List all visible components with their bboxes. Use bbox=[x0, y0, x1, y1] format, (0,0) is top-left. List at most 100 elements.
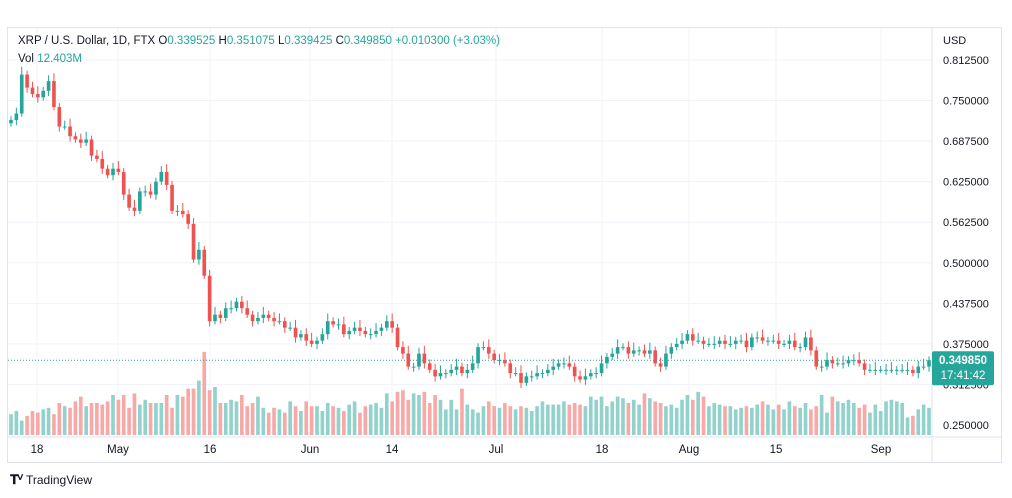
volume-bar bbox=[36, 412, 40, 435]
symbol-title[interactable]: XRP / U.S. Dollar, 1D, FTX bbox=[18, 35, 156, 47]
candle-body bbox=[782, 343, 786, 345]
candle-body bbox=[508, 363, 513, 374]
candle-body bbox=[819, 366, 824, 368]
high-value: 0.351075 bbox=[226, 35, 275, 47]
volume-bar bbox=[905, 417, 910, 435]
volume-legend: Vol 12.403M bbox=[18, 53, 82, 65]
candle-body bbox=[465, 369, 470, 374]
volume-bar bbox=[266, 412, 271, 435]
candle-body bbox=[470, 363, 475, 370]
volume-bar bbox=[680, 399, 684, 435]
candle-body bbox=[411, 366, 416, 368]
volume-bar bbox=[792, 406, 797, 435]
candle-body bbox=[197, 249, 201, 260]
candle-body bbox=[30, 87, 35, 95]
time-tick-label: 15 bbox=[770, 444, 783, 456]
price-tick-label: 0.562500 bbox=[943, 217, 989, 229]
volume-bar bbox=[653, 401, 658, 435]
volume-bar bbox=[180, 396, 185, 435]
candle-body bbox=[572, 366, 577, 377]
footer: 𝐓ⱽ TradingView bbox=[10, 472, 92, 488]
volume-bar bbox=[809, 409, 813, 435]
candle-body bbox=[529, 376, 534, 378]
candle-body bbox=[68, 126, 72, 137]
candle-body bbox=[787, 340, 792, 344]
volume-bar bbox=[503, 403, 507, 435]
volume-bar bbox=[191, 388, 196, 435]
candle-body bbox=[889, 369, 894, 371]
candle-body bbox=[690, 334, 695, 341]
volume-bar bbox=[733, 409, 738, 435]
volume-bar bbox=[594, 399, 598, 435]
candle-body bbox=[562, 363, 566, 365]
candle-body bbox=[825, 360, 829, 367]
candle-body bbox=[857, 360, 862, 364]
volume-bar bbox=[100, 404, 105, 435]
volume-bar bbox=[626, 403, 631, 435]
open-value: 0.339525 bbox=[167, 35, 216, 47]
candle-body bbox=[315, 340, 319, 344]
volume-bar bbox=[202, 351, 207, 435]
price-tick-label: 0.625000 bbox=[943, 177, 989, 189]
volume-bar bbox=[728, 406, 733, 435]
volume-bar bbox=[309, 406, 314, 435]
candle-body bbox=[476, 347, 480, 364]
volume-bar bbox=[95, 403, 99, 435]
volume-bar bbox=[422, 391, 427, 435]
time-tick-label: Sep bbox=[871, 444, 891, 456]
volume-bar bbox=[325, 403, 330, 435]
volume-bar bbox=[766, 404, 770, 435]
volume-bar bbox=[669, 404, 674, 435]
candle-body bbox=[615, 347, 620, 354]
volume-bar bbox=[368, 404, 373, 435]
price-tick-label: 0.750000 bbox=[943, 96, 989, 108]
candle-body bbox=[868, 369, 872, 371]
candle-body bbox=[841, 363, 845, 365]
time-tick-label: 18 bbox=[31, 444, 44, 456]
volume-bar bbox=[701, 396, 706, 435]
candle-body bbox=[36, 94, 40, 98]
candle-body bbox=[384, 321, 389, 328]
volume-bar bbox=[229, 399, 233, 435]
volume-bar bbox=[615, 396, 620, 435]
candle-body bbox=[438, 373, 443, 377]
candle-body bbox=[422, 353, 427, 364]
volume-bar bbox=[406, 399, 411, 435]
candle-body bbox=[540, 373, 545, 375]
volume-bar bbox=[379, 407, 384, 435]
candle-body bbox=[567, 363, 572, 367]
candle-body bbox=[728, 343, 733, 345]
candle-body bbox=[846, 360, 851, 364]
currency-label: USD bbox=[943, 35, 966, 47]
volume-bar bbox=[438, 399, 443, 435]
brand-name[interactable]: TradingView bbox=[25, 473, 93, 487]
candle-body bbox=[551, 366, 556, 370]
candle-body bbox=[830, 360, 835, 364]
volume-bar bbox=[121, 395, 126, 435]
volume-bar bbox=[170, 407, 174, 435]
volume-bar bbox=[739, 407, 743, 435]
candle-body bbox=[766, 340, 770, 342]
tradingview-logo-icon[interactable]: 𝐓ⱽ bbox=[10, 472, 23, 487]
candle-body bbox=[272, 317, 276, 322]
candle-body bbox=[905, 369, 910, 371]
volume-bar bbox=[454, 409, 459, 435]
candle-body bbox=[62, 126, 67, 128]
candle-body bbox=[513, 373, 518, 375]
volume-bar bbox=[390, 401, 394, 435]
volume-bar bbox=[873, 404, 878, 435]
candle-body bbox=[771, 340, 776, 342]
volume-bar bbox=[556, 404, 561, 435]
volume-bar bbox=[470, 409, 475, 435]
candle-body bbox=[73, 136, 78, 140]
candle-body bbox=[610, 353, 615, 357]
volume-bar bbox=[384, 393, 389, 435]
candle-body bbox=[95, 155, 99, 159]
close-value: 0.349850 bbox=[343, 35, 392, 47]
candle-body bbox=[578, 376, 582, 380]
candle-body bbox=[878, 369, 883, 371]
volume-bar bbox=[223, 403, 228, 435]
volume-bar bbox=[342, 411, 346, 435]
candle-body bbox=[884, 369, 888, 371]
